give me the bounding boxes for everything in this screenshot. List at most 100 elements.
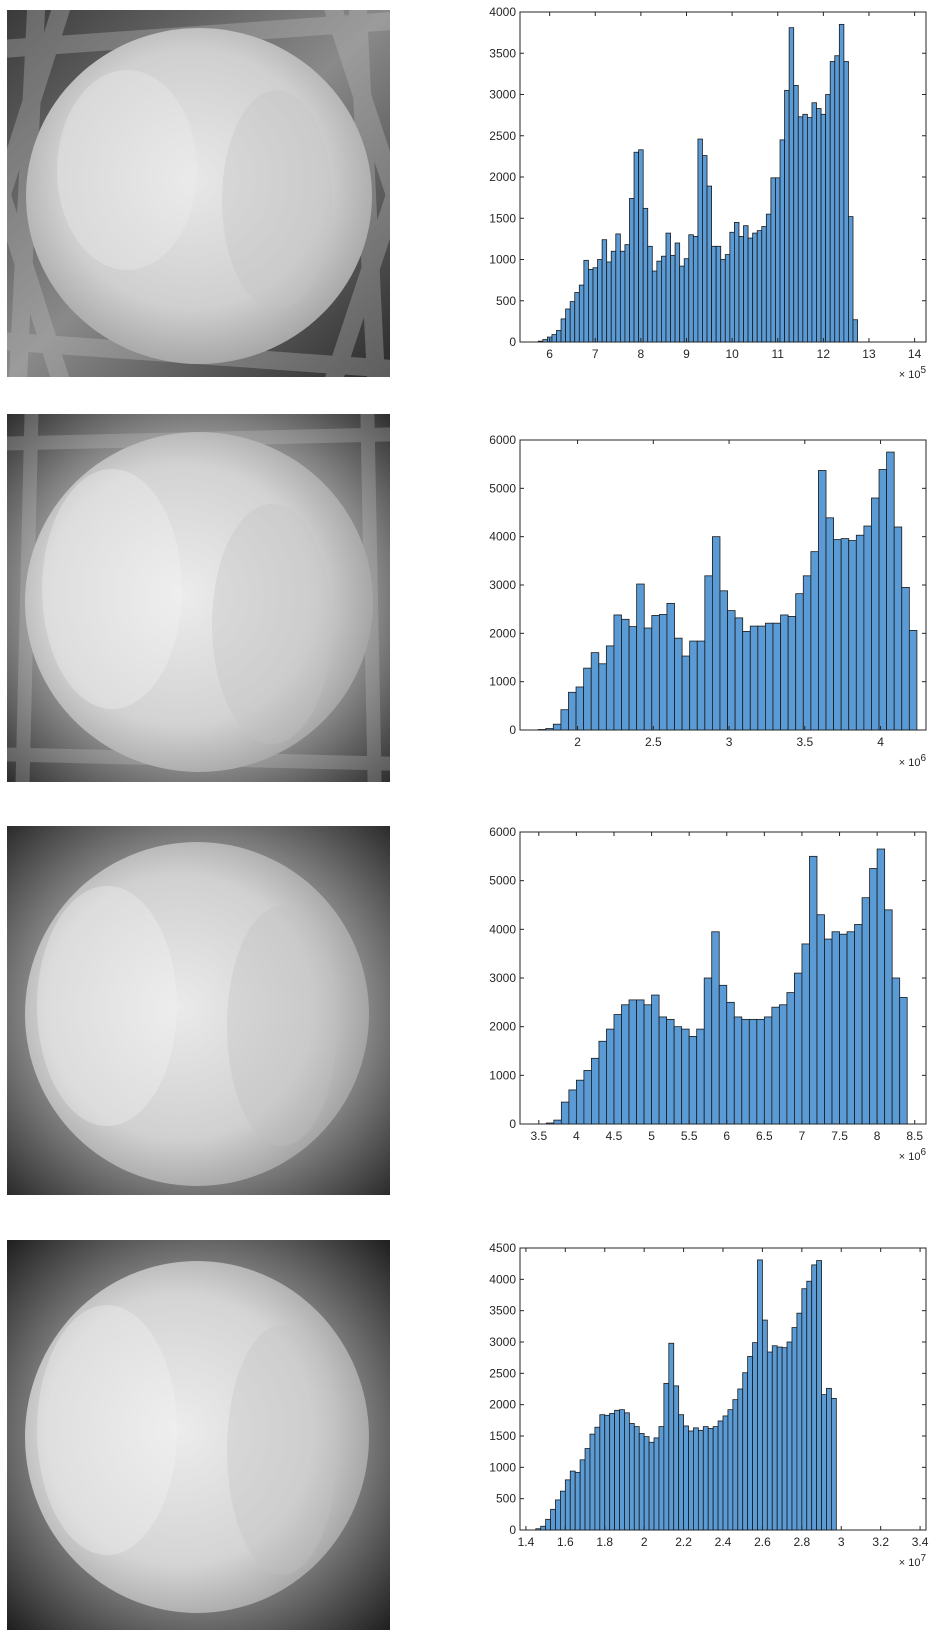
histogram-2-bar [780, 614, 789, 731]
histogram-2-ytick-label: 0 [509, 723, 516, 737]
histogram-1-bar [797, 116, 804, 343]
histogram-1-bar [711, 245, 717, 343]
histogram-4-bar [722, 1415, 729, 1531]
histogram-1-bar [624, 244, 630, 343]
histogram-1-bar [743, 225, 749, 343]
histogram-3-bar [861, 897, 871, 1125]
histogram-1-bar [775, 177, 781, 343]
histogram-3-bar [718, 984, 728, 1125]
histogram-4-bar [811, 1264, 818, 1531]
histogram-chart-4: 1.4 1.6 1.8 2 2.2 2.4 2.6 2.8 3 3.2 3.4 0 500 1000 150… [489, 1241, 928, 1569]
histogram-1-bar [537, 340, 544, 343]
histogram-4-bar [737, 1388, 744, 1531]
histogram-2-bar [621, 618, 630, 731]
histogram-2-bar [727, 610, 736, 731]
histogram-3-xtick-label: 6.5 [756, 1129, 773, 1143]
histogram-1-ytick-label: 500 [496, 294, 516, 308]
histogram-4-bar [673, 1385, 680, 1531]
histogram-4-bars [535, 1259, 837, 1531]
histogram-4-bar [594, 1426, 601, 1531]
histogram-2-ytick-label: 2000 [489, 626, 516, 640]
histogram-4-xtick-label: 2 [641, 1535, 648, 1549]
histogram-1-xtick-label: 9 [683, 347, 690, 361]
histogram-2-bar [613, 614, 622, 731]
histogram-3-bar [553, 1119, 562, 1125]
histogram-1-bar [843, 61, 849, 343]
histogram-3-xtick-label: 3.5 [530, 1129, 547, 1143]
histogram-1-ytick-label: 3000 [489, 88, 516, 102]
histogram-3-ytick-label: 5000 [489, 874, 516, 888]
row-1: 6 7 8 9 10 11 12 13 14 0 500 1000 1500 2000 2500 3000 35… [0, 0, 933, 390]
histogram-4-bar [821, 1394, 827, 1531]
reconstruction-image-1 [7, 10, 390, 377]
histogram-4-ytick-label: 3500 [489, 1304, 516, 1318]
histogram-1-bar [811, 102, 817, 343]
histogram-1-bar [820, 113, 827, 343]
histogram-1-bar [706, 185, 712, 343]
histogram-3-xtick-label: 7.5 [831, 1129, 848, 1143]
histogram-4-bar [727, 1409, 734, 1531]
histogram-4-ytick-label: 1000 [489, 1460, 516, 1474]
histogram-2-ytick-label: 3000 [489, 578, 516, 592]
histogram-2-xtick-label: 4 [877, 735, 884, 749]
histogram-4-bar [540, 1525, 547, 1531]
histogram-1-bar [601, 239, 608, 343]
histogram-3-bar [899, 997, 908, 1125]
histogram-1-bar [697, 138, 703, 343]
histogram-1-bar [551, 334, 557, 343]
histogram-4-ytick-label: 500 [496, 1492, 516, 1506]
histogram-2-xtick-label: 2.5 [645, 735, 662, 749]
histogram-4-bar [683, 1425, 689, 1531]
histogram-2-bar [742, 630, 751, 731]
histogram-3-bar [673, 1026, 683, 1125]
histogram-3-bar [891, 977, 901, 1125]
histogram-2-bar [674, 637, 683, 731]
histogram-2-bar [598, 663, 607, 731]
histogram-3-bar [681, 1028, 690, 1125]
histogram-2-bar [628, 626, 638, 731]
reconstruction-image-4-svg [7, 1240, 390, 1630]
histogram-2-bar [908, 630, 918, 731]
histogram-4-xtick-label: 2.8 [793, 1535, 810, 1549]
histogram-3-bar [763, 1016, 773, 1125]
histogram-2-bar [772, 622, 781, 731]
histogram-3-bar [794, 972, 803, 1125]
histogram-3-bar [666, 1018, 675, 1125]
histogram-3-bar [786, 992, 795, 1125]
histogram-2-bar [802, 575, 812, 731]
histogram-2-xtick-label: 2 [574, 735, 581, 749]
histogram-2-x-exponent: × 106 [899, 753, 927, 769]
histogram-1-bar [752, 232, 758, 343]
histogram-1-ytick-label: 2500 [489, 129, 516, 143]
histogram-2-bar [605, 645, 615, 731]
histogram-4-bar [569, 1470, 576, 1531]
histogram-1-bar [610, 250, 617, 343]
histogram-2-bar [583, 667, 592, 731]
histogram-3-x-exponent: × 106 [899, 1147, 927, 1163]
histogram-1-bar [793, 85, 799, 343]
histogram-3-bar [846, 931, 855, 1125]
histogram-4-bar [584, 1448, 591, 1531]
histogram-1-bar [578, 284, 585, 343]
histogram-4-bar [599, 1414, 606, 1531]
histogram-4-bar [663, 1382, 670, 1531]
histogram-4-bar [702, 1426, 709, 1531]
histogram-4-xtick-label: 3 [838, 1535, 845, 1549]
histogram-2-bar [696, 640, 706, 731]
histogram-4-bar [574, 1471, 581, 1531]
histogram-4-bar [688, 1430, 694, 1531]
histogram-3-bar [809, 855, 818, 1125]
histogram-1-ytick-label: 1500 [489, 211, 516, 225]
histogram-1-bar [806, 117, 813, 343]
histogram-panel-3: 3.5 4 4.5 5 5.5 6 6.5 7 7.5 8 8.5 0 1000 2000 3000 4000… [480, 816, 933, 1218]
histogram-3-bar [651, 994, 660, 1125]
reconstruction-image-1-svg [7, 10, 390, 377]
histogram-chart-1: 6 7 8 9 10 11 12 13 14 0 500 1000 1500 2000 2500 3000 35… [489, 5, 927, 381]
histogram-3-xtick-label: 6 [723, 1129, 730, 1143]
histogram-1-xtick-label: 12 [817, 347, 831, 361]
row-4: 1.4 1.6 1.8 2 2.2 2.4 2.6 2.8 3 3.2 3.4 0 500 1000 150… [0, 1230, 933, 1636]
histogram-3-xtick-label: 5 [648, 1129, 655, 1143]
histogram-1-bar [683, 258, 690, 343]
histogram-3-bar [748, 1018, 758, 1125]
histogram-1-bar [569, 301, 576, 343]
